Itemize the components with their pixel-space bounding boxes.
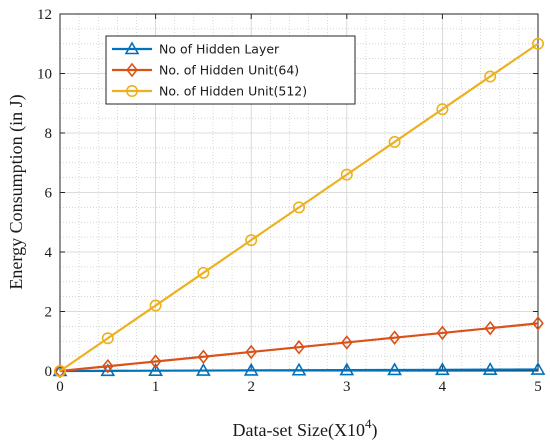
series-1 — [52, 361, 546, 377]
x-tick-label: 4 — [439, 379, 447, 395]
diamond-marker — [149, 354, 162, 369]
circle-marker — [531, 37, 544, 50]
x-axis-label-exponent: 4 — [365, 416, 372, 431]
circle-marker — [126, 85, 139, 98]
x-tick-label: 2 — [247, 379, 255, 395]
x-tick-label: 1 — [152, 379, 160, 395]
triangle-marker — [100, 363, 116, 377]
diamond-marker — [388, 330, 401, 345]
diamond-marker — [484, 320, 497, 336]
x-axis-label-suffix: ) — [371, 420, 377, 441]
diamond-marker — [436, 325, 449, 341]
legend-entry-2: No. of Hidden Unit(64) — [112, 63, 299, 78]
legend-label-1: No of Hidden Layer — [159, 42, 280, 57]
triangle-marker — [148, 363, 163, 377]
x-tick-label: 3 — [343, 379, 351, 395]
legend-label-3: No. of Hidden Unit(512) — [159, 84, 307, 99]
x-tick-label: 0 — [56, 379, 64, 395]
diamond-marker — [245, 344, 258, 360]
legend: No of Hidden Layer No. of Hidden Unit(64)… — [105, 35, 356, 105]
diamond-marker — [532, 316, 544, 331]
y-tick-label: 8 — [45, 126, 53, 142]
series-3-line — [59, 42, 539, 372]
triangle-marker — [482, 362, 498, 375]
circle-marker — [388, 135, 401, 148]
diamond-marker — [293, 339, 305, 355]
circle-marker — [292, 201, 305, 214]
circle-marker — [149, 299, 162, 312]
diamond-marker — [101, 358, 114, 374]
legend-entry-3: No. of Hidden Unit(512) — [112, 84, 307, 99]
x-tick-label: 5 — [534, 379, 542, 395]
x-axis-label-text: Data-set Size(X10 — [233, 420, 365, 441]
circle-marker — [197, 266, 210, 279]
triangle-marker — [435, 362, 450, 376]
y-axis-label: Energy Consumption (in J) — [6, 94, 27, 289]
y-tick-label: 2 — [45, 305, 53, 321]
y-tick-label: 10 — [37, 67, 52, 83]
triangle-marker — [196, 362, 211, 376]
legend-entry-1: No of Hidden Layer — [112, 41, 280, 57]
circle-marker — [101, 332, 114, 345]
y-tick-label: 12 — [37, 7, 52, 23]
triangle-marker — [387, 362, 402, 376]
circle-marker — [436, 103, 449, 116]
y-tick-label: 0 — [45, 364, 53, 380]
circle-marker — [484, 70, 497, 83]
triangle-marker — [291, 362, 307, 376]
diamond-marker — [197, 349, 210, 365]
y-tick-label: 4 — [45, 245, 53, 261]
diamond-marker — [126, 62, 138, 78]
triangle-marker — [339, 362, 355, 376]
series-3 — [53, 37, 544, 377]
triangle-marker — [124, 41, 140, 55]
series-1-line — [59, 368, 539, 373]
triangle-marker — [243, 362, 259, 376]
circle-marker — [53, 364, 66, 377]
legend-label-2: No. of Hidden Unit(64) — [159, 63, 299, 78]
series-layer — [52, 37, 546, 379]
series-2-line — [59, 322, 539, 373]
circle-marker — [340, 168, 353, 181]
x-axis-label: Data-set Size(X104) — [233, 416, 378, 441]
diamond-marker — [340, 335, 353, 350]
y-tick-label: 6 — [45, 186, 53, 202]
triangle-marker — [530, 361, 546, 375]
circle-marker — [245, 234, 258, 247]
